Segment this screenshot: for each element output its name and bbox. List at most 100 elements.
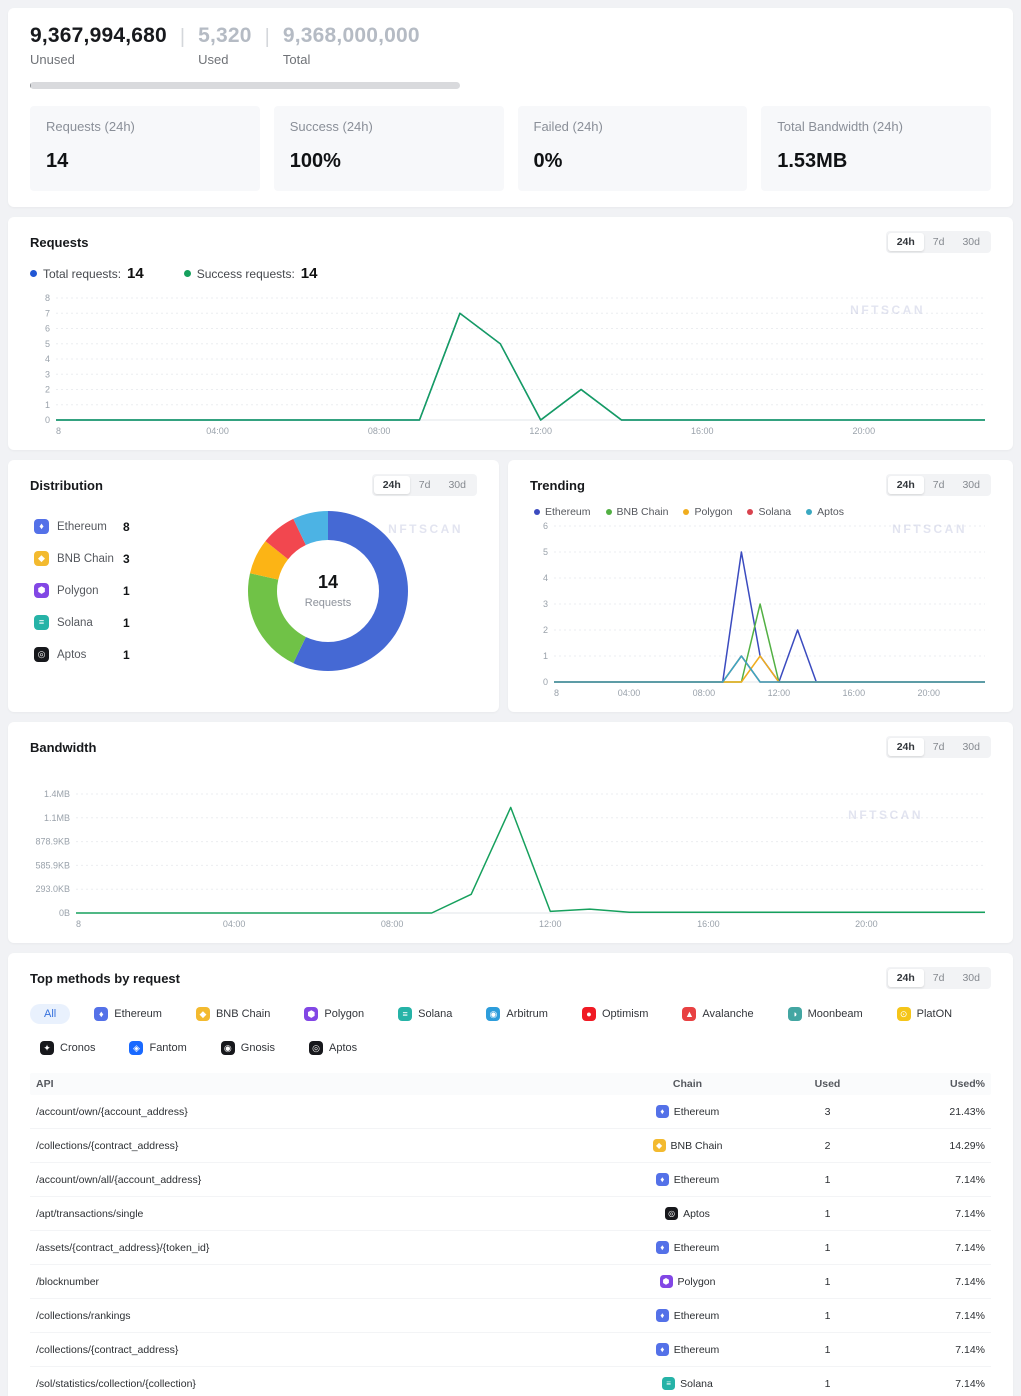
stat-value: 14	[46, 150, 69, 172]
time-range-toggle[interactable]: 24h 7d 30d	[885, 967, 991, 989]
chain-filter-optimism[interactable]: ● Optimism	[572, 1003, 658, 1025]
chain-name: Ethereum	[673, 1241, 720, 1254]
range-7d-button[interactable]: 7d	[924, 476, 954, 494]
donut-slice-aptos[interactable]	[293, 510, 328, 545]
used-count: 1	[824, 1207, 831, 1220]
chain-filter-gnosis[interactable]: ◉ Gnosis	[211, 1037, 285, 1059]
range-24h-button[interactable]: 24h	[887, 233, 924, 251]
total-label: Total	[282, 52, 311, 67]
svg-text:4: 4	[543, 573, 548, 583]
solana-icon: ≡	[34, 615, 49, 630]
trending-legend-bnb-chain[interactable]: BNB Chain	[605, 506, 668, 518]
range-30d-button[interactable]: 30d	[953, 233, 989, 251]
chain-filter-bnb-chain[interactable]: ◆ BNB Chain	[186, 1003, 280, 1025]
bandwidth-line-chart[interactable]: 1.4MB 1.1MB 878.9KB 585.9KB 293.0KB 0B 8 04:00 0…	[30, 786, 991, 931]
range-7d-button[interactable]: 7d	[924, 233, 954, 251]
bnb-chain-icon: ◆	[652, 1139, 666, 1152]
time-range-toggle[interactable]: 24h 7d 30d	[371, 474, 477, 496]
stat-value: 1.53MB	[777, 150, 848, 172]
table-row[interactable]: /blocknumber ⬢ Polygon 1 7.14%	[30, 1265, 991, 1299]
chain-filter-fantom[interactable]: ◈ Fantom	[119, 1037, 196, 1059]
chain-filter-polygon[interactable]: ⬢ Polygon	[294, 1003, 374, 1025]
legend-label: Total requests:	[43, 266, 122, 281]
chain-filter-all[interactable]: All	[30, 1004, 71, 1024]
chain-filter-ethereum[interactable]: ♦ Ethereum	[84, 1003, 172, 1025]
range-30d-button[interactable]: 30d	[953, 738, 989, 756]
trending-legend-ethereum[interactable]: Ethereum	[534, 506, 591, 518]
legend-label: Solana	[758, 506, 792, 518]
distribution-legend: ♦ Ethereum 8 ◆ BNB Chain 3 ⬢ Polygon 1 ≡ Solana 1 ◎ A…	[30, 502, 178, 679]
quota-progress-fill	[30, 82, 31, 89]
table-row[interactable]: /assets/{contract_address}/{token_id} ♦ Et…	[30, 1231, 991, 1265]
distribution-legend-aptos[interactable]: ◎ Aptos 1	[34, 647, 178, 662]
distribution-legend-solana[interactable]: ≡ Solana 1	[34, 615, 178, 630]
table-row[interactable]: /apt/transactions/single ◎ Aptos 1 7.14%	[30, 1197, 991, 1231]
chain-name: BNB Chain	[670, 1139, 723, 1152]
chip-label: Fantom	[149, 1042, 187, 1054]
optimism-icon: ●	[581, 1007, 596, 1021]
chain-filter-avalanche[interactable]: ▲ Avalanche	[672, 1003, 763, 1025]
chain-filter-platon[interactable]: ⊙ PlatON	[887, 1003, 962, 1025]
range-30d-button[interactable]: 30d	[953, 476, 989, 494]
used-count: 1	[824, 1377, 831, 1390]
col-header-api: API	[36, 1078, 54, 1090]
table-row[interactable]: /sol/statistics/collection/{collection} ≡…	[30, 1367, 991, 1396]
svg-text:08:00: 08:00	[693, 688, 716, 698]
distribution-panel: Distribution 24h 7d 30d NFTSCAN ♦ Ethereum 8…	[8, 460, 499, 712]
range-30d-button[interactable]: 30d	[953, 969, 989, 987]
chain-cell: ⬢ Polygon	[600, 1275, 775, 1288]
distribution-donut[interactable]: 14 Requests	[240, 503, 416, 679]
svg-text:0: 0	[543, 677, 548, 687]
range-7d-button[interactable]: 7d	[924, 738, 954, 756]
chain-filter-solana[interactable]: ≡ Solana	[388, 1003, 462, 1025]
chip-label: Optimism	[601, 1008, 649, 1020]
range-24h-button[interactable]: 24h	[887, 476, 924, 494]
range-7d-button[interactable]: 7d	[924, 969, 954, 987]
unused-label: Unused	[30, 52, 75, 67]
table-row[interactable]: /account/own/all/{account_address} ♦ Ether…	[30, 1163, 991, 1197]
chain-cell: ≡ Solana	[600, 1377, 775, 1390]
svg-text:20:00: 20:00	[918, 688, 941, 698]
success-requests--legend-item[interactable]: Success requests: 14	[183, 265, 317, 282]
range-24h-button[interactable]: 24h	[887, 738, 924, 756]
donut-slice-ethereum[interactable]	[293, 510, 408, 671]
time-range-toggle[interactable]: 24h 7d 30d	[885, 474, 991, 496]
range-24h-button[interactable]: 24h	[373, 476, 410, 494]
time-range-toggle[interactable]: 24h 7d 30d	[885, 736, 991, 758]
donut-chart[interactable]	[240, 503, 416, 679]
donut-slice-polygon[interactable]	[250, 540, 289, 580]
trending-legend-polygon[interactable]: Polygon	[683, 506, 732, 518]
time-range-toggle[interactable]: 24h 7d 30d	[885, 231, 991, 253]
trending-legend-solana[interactable]: Solana	[747, 506, 791, 518]
quota-separator: |	[179, 26, 186, 48]
trending-legend-aptos[interactable]: Aptos	[806, 506, 844, 518]
api-path: /apt/transactions/single	[36, 1207, 144, 1220]
chain-filter-arbitrum[interactable]: ◉ Arbitrum	[476, 1003, 558, 1025]
ethereum-icon: ♦	[655, 1105, 669, 1118]
donut-slice-bnb-chain[interactable]	[248, 572, 306, 663]
chain-filter-aptos[interactable]: ◎ Aptos	[299, 1037, 367, 1059]
total-requests--legend-item[interactable]: Total requests: 14	[30, 265, 144, 282]
distribution-legend-polygon[interactable]: ⬢ Polygon 1	[34, 583, 178, 598]
table-row[interactable]: /collections/{contract_address} ◆ BNB Chai…	[30, 1129, 991, 1163]
chain-cell: ♦ Ethereum	[600, 1173, 775, 1186]
cronos-icon: ✦	[40, 1041, 54, 1055]
range-30d-button[interactable]: 30d	[439, 476, 475, 494]
table-row[interactable]: /collections/{contract_address} ♦ Ethereum…	[30, 1333, 991, 1367]
chip-label: Solana	[418, 1008, 453, 1020]
distribution-legend-ethereum[interactable]: ♦ Ethereum 8	[34, 519, 178, 534]
table-row[interactable]: /account/own/{account_address} ♦ Ethereum 3…	[30, 1095, 991, 1129]
col-header-used-: Used%	[949, 1078, 985, 1090]
range-24h-button[interactable]: 24h	[887, 969, 924, 987]
chain-filter-moonbeam[interactable]: ◑ Moonbeam	[778, 1003, 873, 1025]
range-7d-button[interactable]: 7d	[410, 476, 440, 494]
svg-text:0: 0	[45, 415, 50, 425]
table-row[interactable]: /collections/rankings ♦ Ethereum 1 7.14%	[30, 1299, 991, 1333]
trending-line-chart[interactable]: 6 5 4 3 2 1 08 04:00 08:00 12:00 16:00 20:00	[530, 518, 991, 700]
chain-filter-cronos[interactable]: ✦ Cronos	[30, 1037, 105, 1059]
donut-slice-solana[interactable]	[265, 518, 306, 559]
chain-cell: ♦ Ethereum	[600, 1343, 775, 1356]
distribution-legend-bnb-chain[interactable]: ◆ BNB Chain 3	[34, 551, 178, 566]
